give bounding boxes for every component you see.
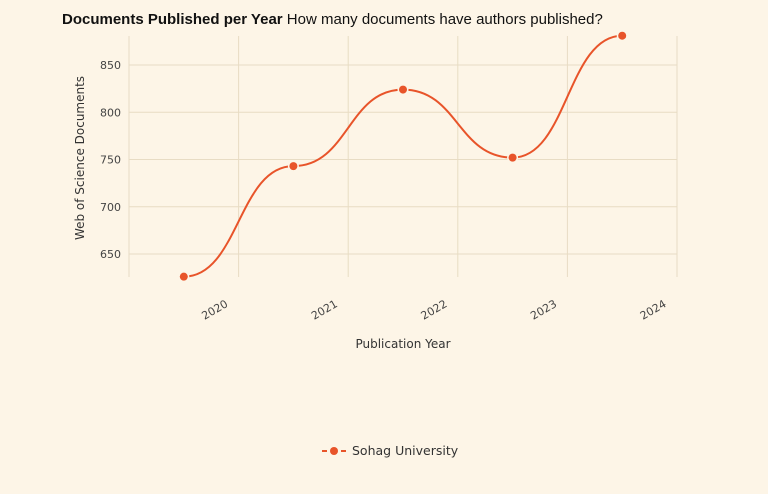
x-axis-title: Publication Year <box>355 337 450 351</box>
y-axis-title: Web of Science Documents <box>73 76 87 240</box>
x-tick-label: 2023 <box>528 297 559 322</box>
chart-title-bold: Documents Published per Year <box>62 11 283 28</box>
data-point-2021[interactable] <box>289 162 298 171</box>
y-tick-label: 750 <box>100 154 121 167</box>
data-points <box>178 30 628 283</box>
x-axis-ticks: 2020 2021 2022 2023 2024 <box>199 297 668 322</box>
y-tick-label: 650 <box>100 248 121 261</box>
legend-label: Sohag University <box>352 443 459 458</box>
grid-lines <box>128 36 678 277</box>
chart-title: Documents Published per Year How many do… <box>62 11 603 28</box>
legend-item-sohag-university[interactable]: Sohag University <box>322 443 458 458</box>
x-tick-label: 2020 <box>199 297 230 322</box>
x-tick-label: 2022 <box>419 297 450 322</box>
x-tick-label: 2024 <box>638 297 669 322</box>
series-line-sohag-university <box>183 34 623 278</box>
y-axis-ticks: 650 700 750 800 850 <box>100 59 121 261</box>
y-tick-label: 800 <box>100 106 121 119</box>
legend-line-dot-icon <box>322 445 346 457</box>
y-tick-label: 700 <box>100 201 121 214</box>
y-tick-label: 850 <box>100 59 121 72</box>
x-tick-label: 2021 <box>309 297 340 322</box>
data-point-2022[interactable] <box>399 85 407 94</box>
data-point-2023[interactable] <box>508 153 517 162</box>
data-point-2020[interactable] <box>179 272 188 281</box>
chart-subtitle: How many documents have authors publishe… <box>282 11 603 28</box>
data-point-2024[interactable] <box>618 31 627 40</box>
